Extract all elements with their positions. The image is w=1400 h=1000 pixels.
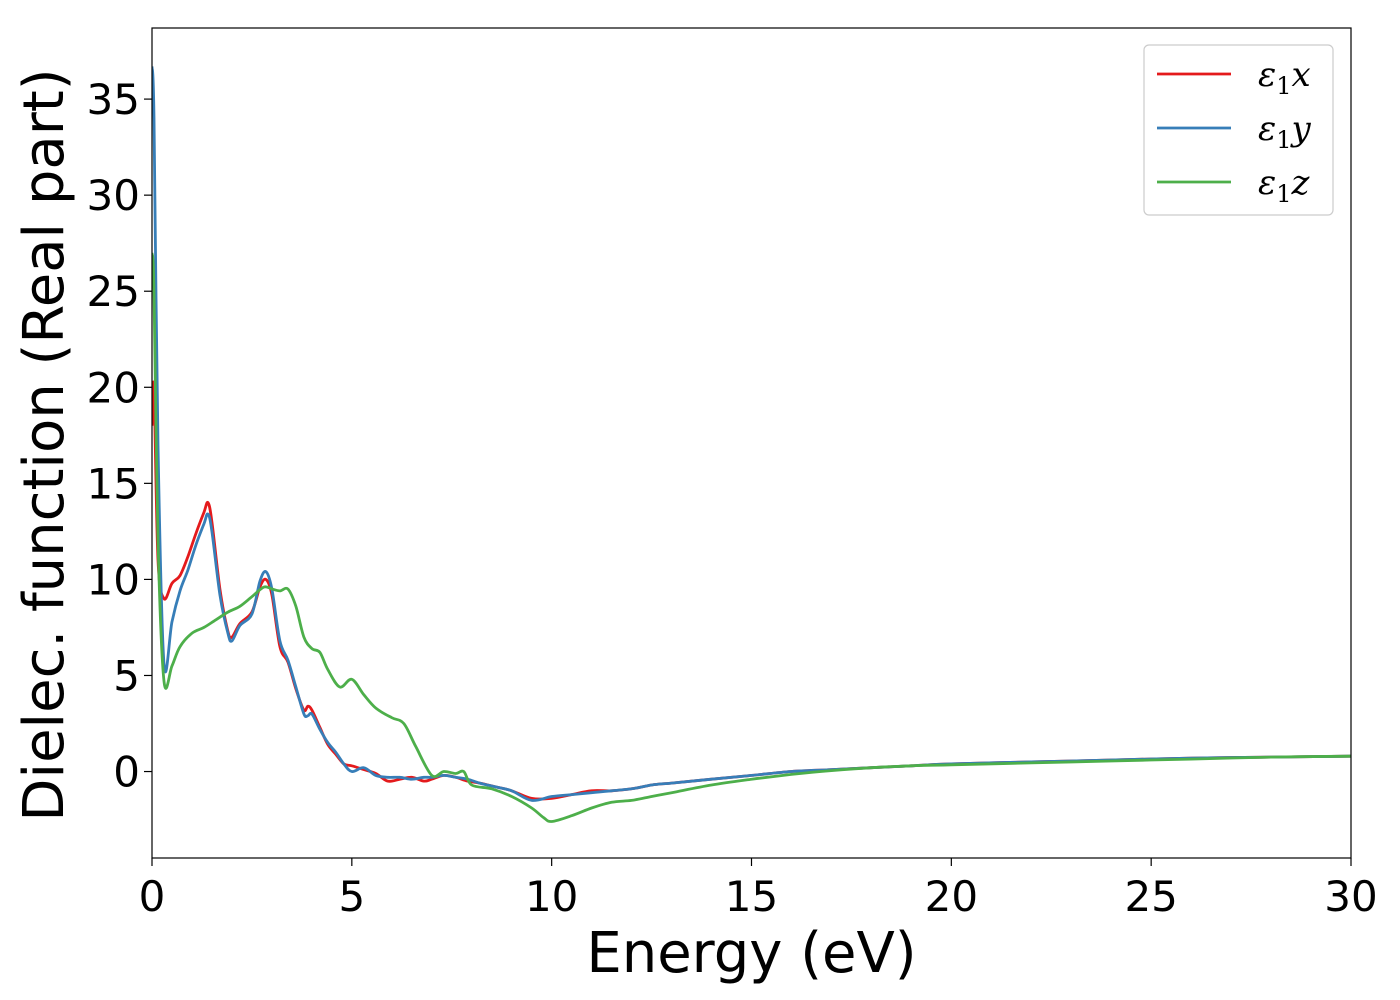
x-tick-label: 20	[925, 872, 978, 921]
y-tick-label: 5	[113, 651, 140, 700]
x-tick-label: 10	[525, 872, 578, 921]
x-axis-ticks: 0 5 10 15 20 25 30	[139, 858, 1378, 921]
legend-label-z: ε1z	[1258, 163, 1311, 208]
series-line-y	[152, 66, 1351, 802]
x-tick-label: 30	[1324, 872, 1377, 921]
y-tick-label: 15	[87, 459, 140, 508]
y-tick-label: 10	[87, 555, 140, 604]
legend-label-x: ε1x	[1258, 55, 1311, 100]
x-tick-label: 5	[338, 872, 365, 921]
y-tick-label: 35	[87, 75, 140, 124]
y-axis-ticks: 0 5 10 15 20 25 30 35	[87, 75, 152, 797]
series-layer	[152, 66, 1351, 823]
legend-box	[1143, 44, 1334, 216]
x-tick-label: 15	[725, 872, 778, 921]
x-axis-title: Energy (eV)	[586, 921, 916, 986]
y-tick-label: 25	[87, 267, 140, 316]
y-tick-label: 0	[113, 748, 140, 797]
y-axis-title: Dielec. function (Real part)	[12, 68, 77, 821]
series-line-z	[152, 252, 1351, 823]
legend-label-y: ε1y	[1258, 109, 1312, 154]
legend: ε1x ε1y ε1z	[1143, 44, 1334, 216]
y-tick-label: 30	[87, 171, 140, 220]
y-tick-label: 20	[87, 363, 140, 412]
x-tick-label: 0	[139, 872, 166, 921]
x-tick-label: 25	[1124, 872, 1177, 921]
